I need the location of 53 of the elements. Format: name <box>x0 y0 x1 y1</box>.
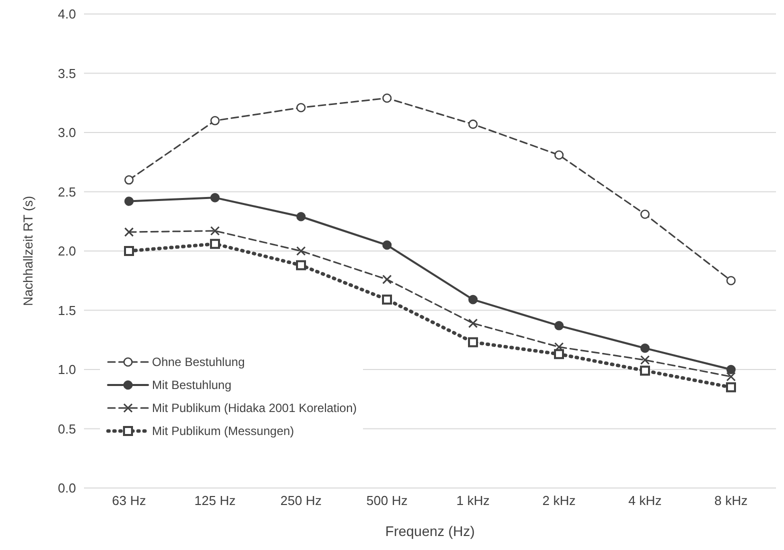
point <box>296 246 306 256</box>
y-tick-label: 2.0 <box>58 244 76 259</box>
point <box>640 355 650 365</box>
x-tick-label: 250 Hz <box>280 493 322 508</box>
legend-label: Mit Publikum (Messungen) <box>152 424 294 438</box>
point <box>210 193 220 202</box>
x-tick-label: 125 Hz <box>194 493 236 508</box>
x-tick-label: 4 kHz <box>628 493 662 508</box>
legend-label: Ohne Bestuhlung <box>152 354 245 368</box>
point <box>382 93 392 103</box>
point <box>726 364 736 374</box>
legend-label: Mit Publikum (Hidaka 2001 Korelation) <box>152 400 357 414</box>
y-tick-label: 0.0 <box>58 480 76 496</box>
point <box>210 116 220 126</box>
point <box>382 274 392 284</box>
y-tick-label: 1.5 <box>58 302 76 318</box>
point <box>210 238 220 249</box>
x-tick-label: 1 kHz <box>456 493 490 508</box>
point <box>640 344 650 353</box>
point <box>124 175 134 185</box>
point <box>468 120 478 129</box>
x-tick-label: 63 Hz <box>112 493 146 508</box>
x-tick-label: 500 Hz <box>366 493 408 508</box>
y-tick-label: 4.0 <box>58 6 76 22</box>
y-tick-label: 1.0 <box>58 362 76 378</box>
legend-label: Mit Bestuhlung <box>152 378 232 392</box>
point <box>124 196 134 206</box>
point <box>124 246 134 256</box>
point <box>468 318 478 328</box>
y-tick-label: 3.5 <box>58 66 76 81</box>
point <box>726 382 736 392</box>
x-tick-label: 2 kHz <box>542 493 576 508</box>
x-axis-title: Frequenz (Hz) <box>385 523 475 539</box>
y-tick-label: 3.0 <box>58 125 76 140</box>
point <box>124 227 134 237</box>
point <box>726 372 736 382</box>
x-tick-label: 8 kHz <box>714 493 748 508</box>
point <box>554 349 564 360</box>
point <box>382 240 392 250</box>
point <box>382 294 392 305</box>
point <box>296 102 306 112</box>
point <box>640 366 650 376</box>
point <box>468 337 478 348</box>
point <box>554 321 564 330</box>
y-tick-label: 0.5 <box>58 421 76 436</box>
point <box>296 212 306 222</box>
point <box>726 276 736 286</box>
point <box>468 294 478 304</box>
point <box>210 226 220 236</box>
y-axis-title: Nachhallzeit RT (s) <box>20 196 36 306</box>
point <box>640 210 650 219</box>
y-tick-label: 2.5 <box>58 184 76 200</box>
point <box>296 260 306 270</box>
